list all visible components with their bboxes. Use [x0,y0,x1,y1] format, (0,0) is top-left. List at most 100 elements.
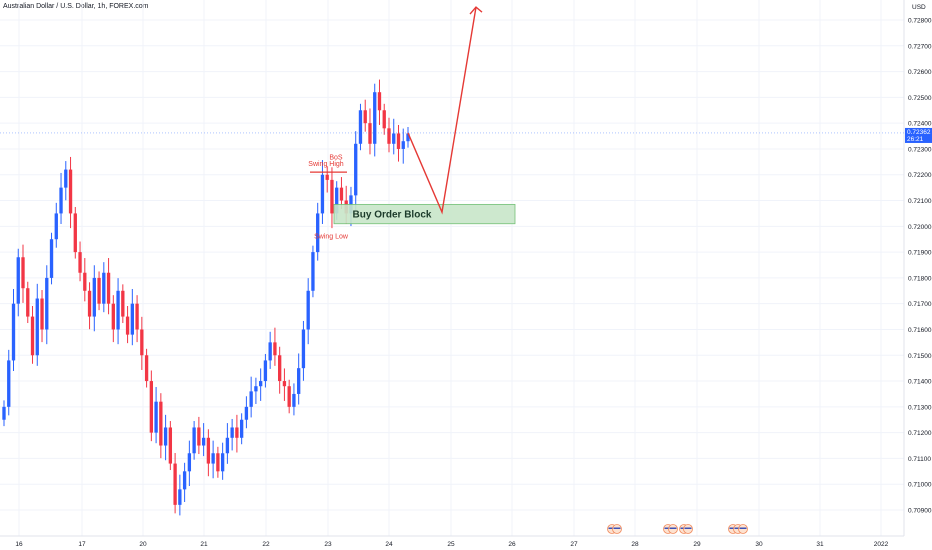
swing-high-label: Swing High [308,161,344,168]
x-tick-label: 2022 [874,541,889,548]
candle-body [106,272,111,304]
x-tick-label: 23 [324,541,332,548]
candle-body [168,427,173,464]
candle-body [273,342,277,356]
x-tick-label: 16 [15,541,23,548]
price-axis[interactable]: USD0.728000.727000.726000.725000.724000.… [905,4,932,515]
projection-path [407,6,477,215]
economic-events [607,524,748,534]
event-flag-stripe [613,527,621,529]
candle-body [292,393,296,407]
x-tick-label: 25 [447,541,455,548]
candle-body [373,92,377,144]
candle-body [30,316,35,356]
y-tick-label: 0.71500 [908,353,932,360]
y-tick-label: 0.72000 [908,224,932,231]
candle-body [11,303,16,361]
candle-body [64,169,68,188]
candle-body [121,290,125,317]
event-flag-stripe [608,527,616,529]
candle-body [220,453,225,472]
x-tick-label: 27 [570,541,578,548]
candle-body [249,391,253,407]
y-tick-label: 0.72100 [908,198,932,205]
y-tick-label: 0.72400 [908,121,932,128]
x-tick-label: 22 [262,541,270,548]
candle-body [225,437,230,454]
candle-body [287,386,291,407]
candle-body [316,213,320,253]
chart-title: Australian Dollar / U.S. Dollar, 1h, FOR… [3,3,149,10]
candle-body [392,133,396,144]
candle-body [235,427,239,438]
candle-body [7,360,11,407]
candle-body [239,419,244,438]
x-tick-label: 29 [693,541,701,548]
y-tick-label: 0.71400 [908,379,932,386]
candle-body [320,174,325,214]
candle-body [192,427,196,454]
currency-label: USD [912,4,926,11]
candle-body [187,453,192,472]
y-tick-label: 0.71700 [908,301,932,308]
candle-body [254,386,258,392]
x-tick-label: 30 [755,541,763,548]
event-flag-stripe [669,527,677,529]
x-tick-label: 24 [385,541,393,548]
candle-body [87,290,92,317]
event-flag-stripe [739,527,747,529]
y-tick-label: 0.70900 [908,508,932,515]
bos-label: BoS [329,154,343,161]
candle-body [173,463,177,505]
candle-body [335,187,339,214]
y-tick-label: 0.71000 [908,482,932,489]
y-tick-label: 0.72500 [908,95,932,102]
x-tick-label: 26 [508,541,516,548]
y-tick-label: 0.71300 [908,404,932,411]
x-tick-label: 28 [631,541,639,548]
candle-body [387,128,391,144]
candle-body [26,288,30,317]
candles-layer [2,79,410,516]
candle-body [159,401,163,446]
y-tick-label: 0.71600 [908,327,932,334]
candle-body [197,427,201,446]
candle-body [263,360,268,382]
event-flag-stripe [684,527,692,529]
candle-body [135,303,139,330]
time-axis[interactable]: 16 17 20 21 22 23 24 25 26 27 28 29 30 31 2022 [15,541,888,548]
candle-body [144,355,149,382]
candle-body [282,381,287,387]
candle-body [130,303,134,335]
current-price-tag[interactable] [905,127,932,143]
candle-body [140,329,144,356]
candle-body [382,110,386,129]
current-price-value: 0.72362 [907,129,931,136]
order-block-zone[interactable] [333,203,516,225]
candle-body [163,427,168,446]
x-tick-label: 20 [139,541,147,548]
y-tick-label: 0.72600 [908,69,932,76]
y-tick-label: 0.72700 [908,43,932,50]
candle-body [230,427,234,438]
candle-body [92,277,96,317]
x-tick-label: 17 [78,541,86,548]
candle-body [301,329,306,369]
candle-body [45,277,49,330]
candle-body [278,355,282,382]
y-tick-label: 0.72800 [908,18,932,25]
y-tick-label: 0.71800 [908,275,932,282]
candle-body [401,141,405,149]
candle-body [368,123,372,144]
candle-body [211,453,215,464]
candle-body [68,169,73,214]
candle-body [49,239,54,278]
candle-body [111,303,115,330]
y-tick-label: 0.71900 [908,250,932,257]
candle-body [154,401,158,433]
x-tick-label: 21 [200,541,208,548]
candle-body [339,187,344,201]
candle-body [363,110,367,124]
